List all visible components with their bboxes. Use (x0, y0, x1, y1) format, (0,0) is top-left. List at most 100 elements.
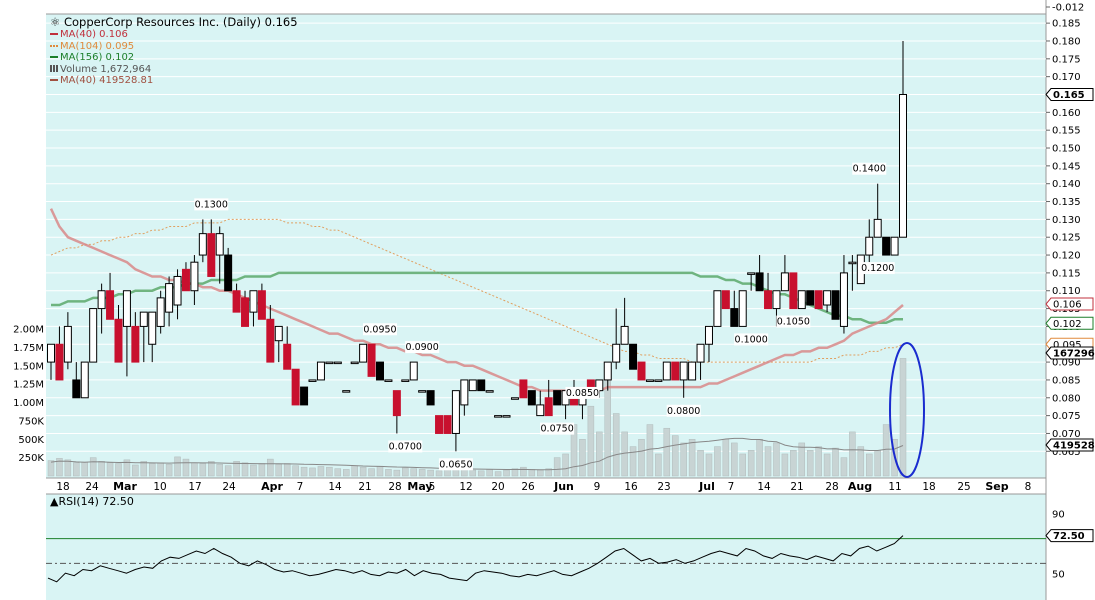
price-tick-label: 0.170 (1052, 72, 1081, 83)
x-axis-label: May (407, 480, 432, 493)
candle-body (890, 236, 899, 256)
volume-bar (537, 469, 544, 477)
volume-bar (275, 463, 283, 477)
candle-body (148, 311, 157, 345)
volume-bar (250, 464, 257, 477)
price-tick-label: 0.115 (1052, 268, 1081, 279)
volume-bar (866, 453, 873, 477)
x-axis-label: 17 (188, 481, 201, 493)
rsi-panel-background (46, 494, 1046, 600)
volume-bar (326, 466, 333, 477)
volume-bar (882, 424, 890, 477)
candle-body (882, 236, 891, 256)
legend-entry: MA(40) 0.106 (50, 29, 298, 41)
candle-body (89, 308, 98, 363)
volume-bar (587, 405, 595, 477)
candle-body (620, 325, 629, 345)
volume-bar (174, 456, 181, 477)
rsi-tick-label: 90 (1052, 510, 1065, 521)
right-tag-volume-box (1045, 346, 1094, 360)
volume-bar (385, 469, 392, 477)
volume-bar (638, 439, 645, 477)
volume-tick-label: 1.75M (13, 343, 44, 354)
volume-bar (191, 462, 198, 477)
x-axis-label: 8 (1025, 481, 1032, 493)
candle-body (662, 361, 671, 381)
rsi-value-tag: 72.50 (1053, 531, 1085, 542)
volume-bar (47, 460, 55, 477)
annotation-label: 0.1200 (861, 263, 894, 274)
candle-body (544, 397, 553, 417)
volume-bar (418, 469, 426, 477)
annotation-label-bg (565, 386, 600, 399)
x-axis-label: Jun (553, 480, 574, 493)
volume-bar (528, 469, 536, 477)
candle-body (97, 290, 106, 310)
candle-body (426, 390, 435, 406)
volume-bar (731, 442, 738, 477)
legend-swatch (50, 56, 58, 58)
price-tick-label: 0.160 (1052, 108, 1081, 119)
volume-bar (469, 469, 477, 477)
candle-body (156, 297, 165, 327)
candle-body (257, 290, 266, 320)
volume-bar (435, 470, 443, 477)
candle-body (266, 318, 275, 363)
volume-bar (56, 458, 63, 477)
chart-title: ⚛ CopperCorp Resources Inc. (Daily) 0.16… (50, 15, 298, 29)
candle-body (401, 379, 410, 382)
legend-entry: MA(40) 419528.81 (50, 75, 298, 87)
candle-body (367, 343, 376, 377)
x-axis-label: 21 (358, 481, 371, 493)
volume-bar (73, 462, 80, 477)
volume-bar (798, 442, 806, 477)
x-axis-label: 28 (825, 481, 838, 493)
candle-body (688, 361, 697, 381)
volume-spike-highlight (889, 342, 925, 478)
rsi-label-text: RSI(14) 72.50 (58, 495, 134, 508)
candle-body (392, 390, 401, 417)
candle-body (738, 290, 747, 327)
right-tag-price-box (1045, 87, 1094, 101)
price-tick-label: 0.085 (1052, 375, 1081, 386)
volume-bar (165, 463, 173, 477)
candle-body (806, 290, 815, 306)
volume-bar (705, 453, 713, 477)
ma104-line (50, 218, 904, 363)
annotation-label-bg (776, 315, 811, 328)
legend-entry-text: Volume 1,672,964 (60, 63, 152, 75)
annotation-label: 0.1000 (735, 334, 768, 345)
candle-body (63, 325, 72, 363)
right-tag-price: 0.095 (1053, 340, 1082, 351)
volume-bar (840, 457, 848, 477)
candle-body (106, 290, 115, 320)
volume-bar (764, 446, 772, 477)
x-axis-label: 20 (491, 481, 504, 493)
price-tick-label: 0.070 (1052, 429, 1081, 440)
volume-bar (773, 442, 780, 477)
candle-body (359, 343, 368, 363)
volume-tick-label: 1.25M (13, 380, 44, 391)
annotation-label-bg (362, 323, 397, 336)
x-axis-label: 16 (624, 481, 638, 493)
volume-bar (494, 471, 502, 477)
annotation-label: 0.0800 (667, 406, 700, 417)
volume-bar (427, 469, 434, 477)
candle-body (485, 390, 494, 393)
annotation-label: 0.1400 (853, 164, 886, 175)
volume-bar (747, 450, 755, 477)
candle-body (181, 268, 190, 292)
volume-bar (148, 463, 156, 477)
volume-bar (663, 427, 671, 477)
price-tick-label: 0.080 (1052, 393, 1081, 404)
candle-body (730, 308, 739, 327)
volume-bar (520, 466, 527, 477)
candle-body (865, 236, 874, 256)
volume-bar (671, 435, 679, 477)
candle-body (899, 93, 907, 238)
price-tick-label: 0.065 (1052, 447, 1081, 458)
x-axis-label: 9 (594, 481, 601, 493)
rsi-tick-label: 50 (1052, 570, 1065, 581)
candle-body (814, 290, 823, 310)
